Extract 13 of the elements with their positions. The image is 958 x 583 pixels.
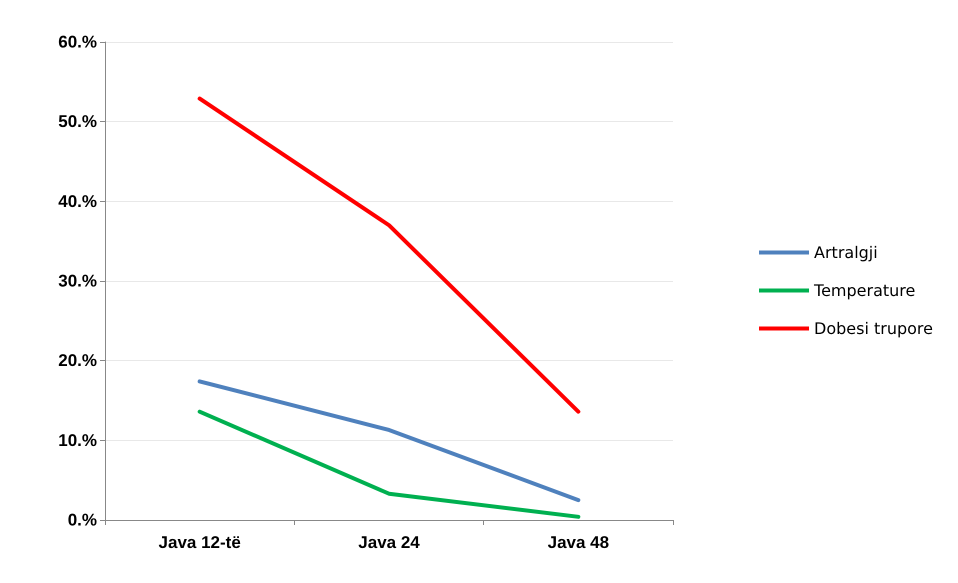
y-tick-label: 10.% — [58, 430, 97, 450]
x-tick-label: Java 12-të — [158, 533, 241, 552]
legend-label: Dobesi trupore — [814, 319, 933, 338]
y-tick-label: 0.% — [68, 510, 97, 530]
legend-label: Artralgji — [814, 243, 878, 262]
y-tick-label: 60.% — [58, 32, 97, 52]
y-tick-label: 20.% — [58, 351, 97, 370]
legend-label: Temperature — [813, 281, 916, 300]
y-tick-label: 40.% — [58, 192, 97, 211]
x-tick-label: Java 24 — [358, 533, 420, 552]
y-tick-label: 30.% — [58, 272, 97, 290]
x-tick-label: Java 48 — [548, 533, 610, 552]
y-tick-label: 50.% — [58, 112, 97, 132]
